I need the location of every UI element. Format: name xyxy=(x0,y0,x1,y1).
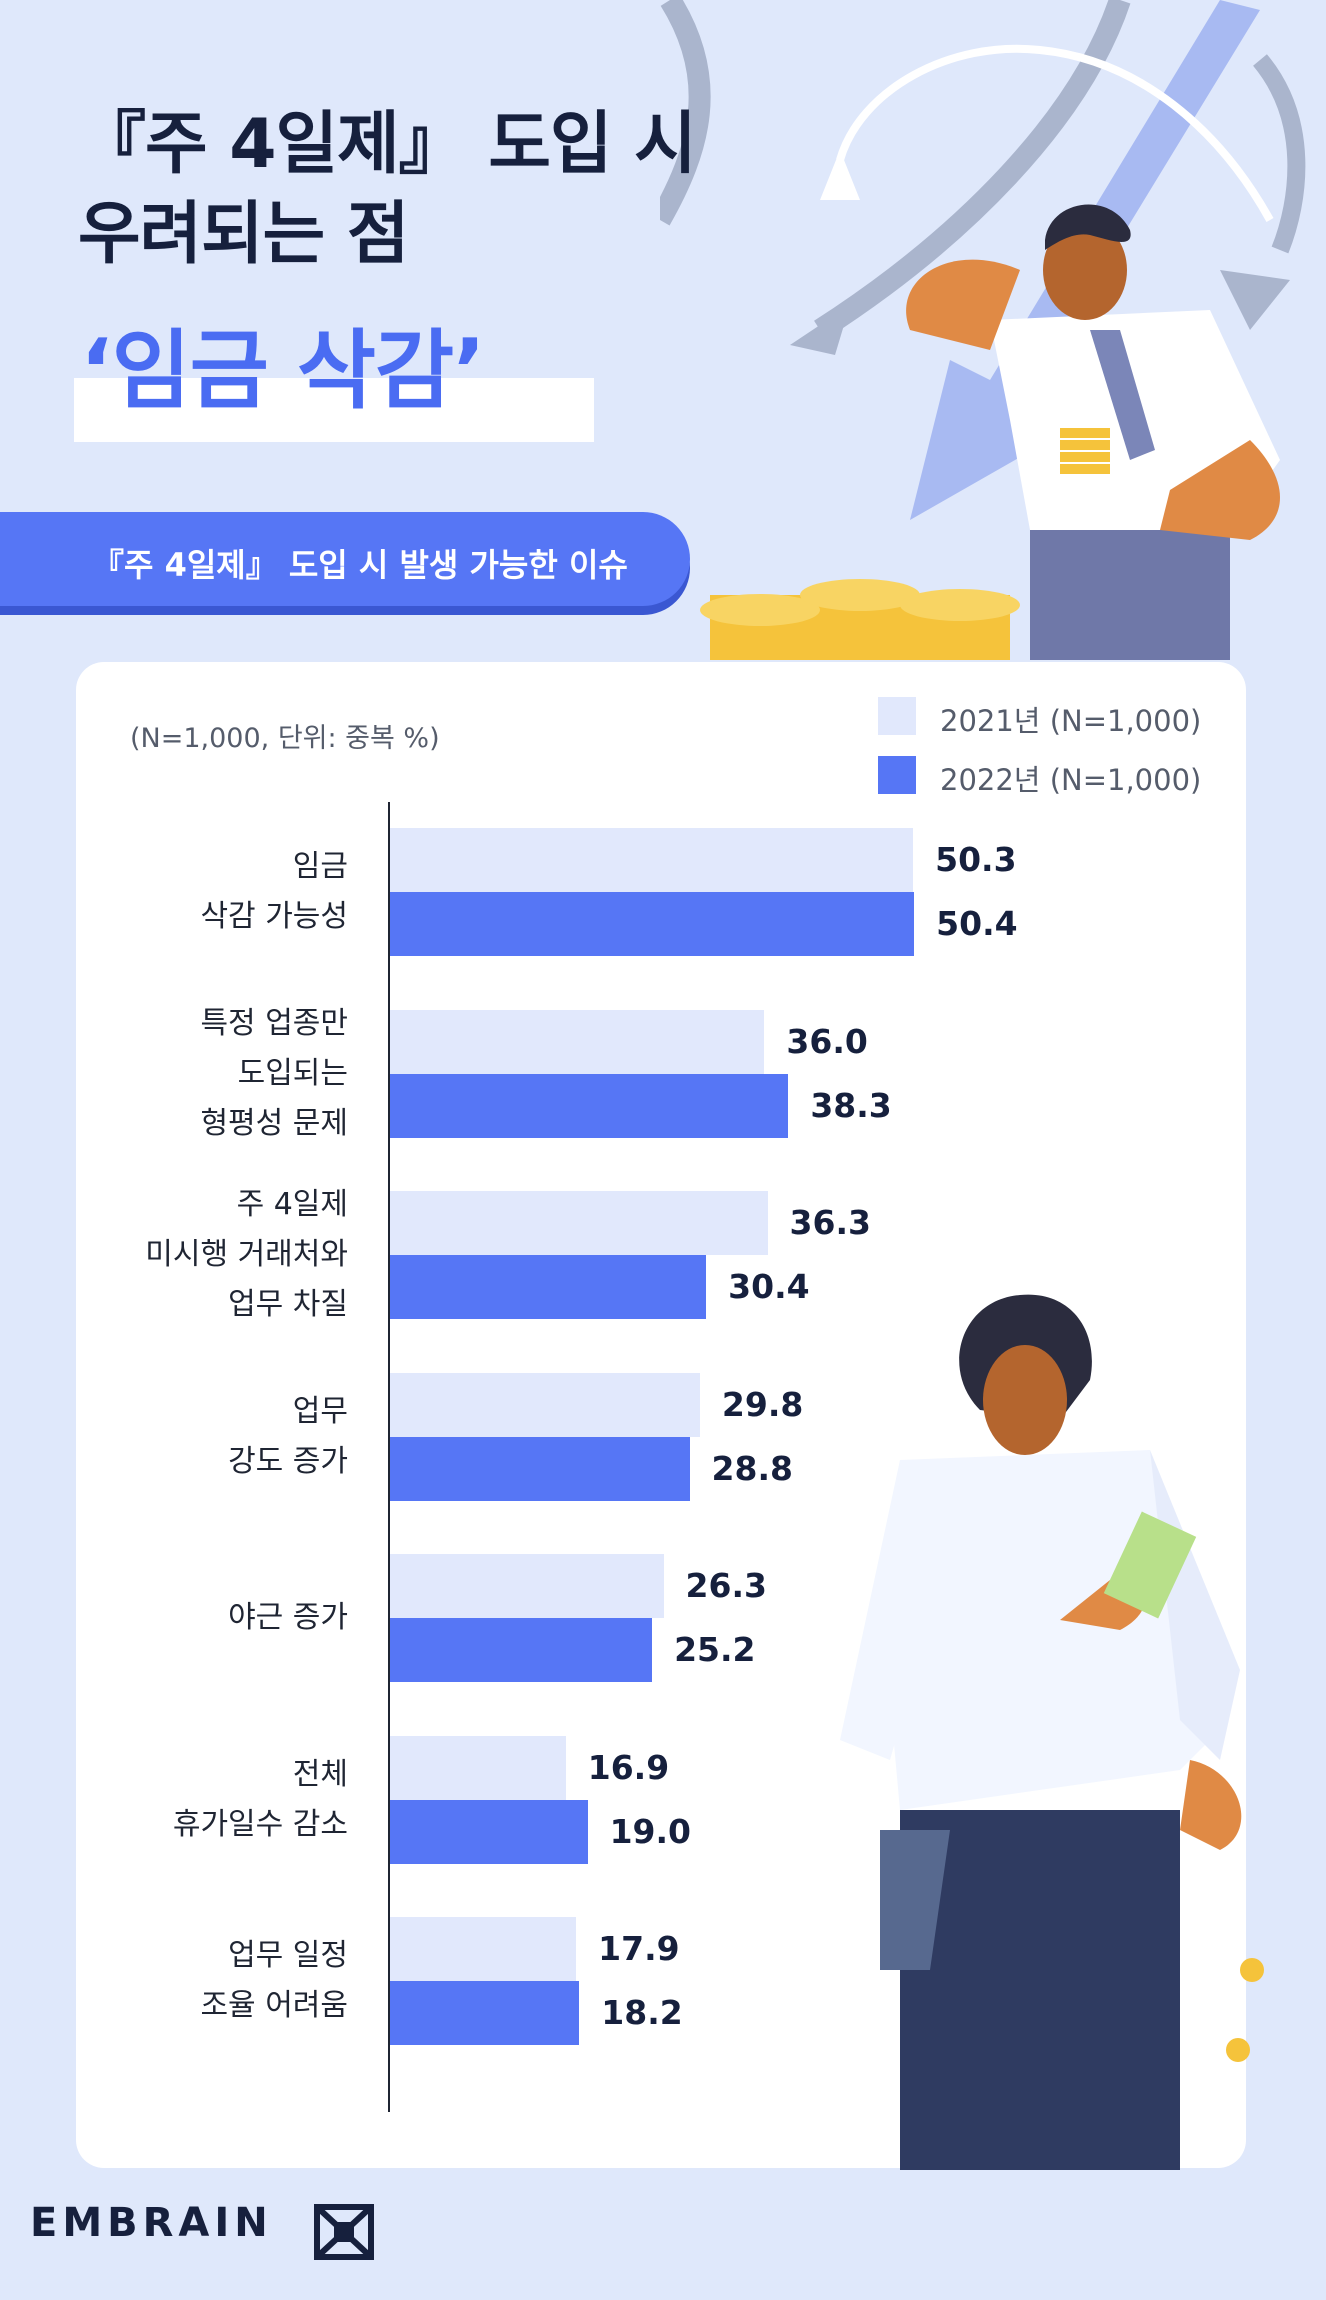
brand-logo-text: EMBRAIN xyxy=(30,2200,273,2246)
data-label-2021: 16.9 xyxy=(587,1747,670,1787)
bar-2021 xyxy=(390,1191,768,1255)
bar-2021 xyxy=(390,1554,664,1618)
bar-2022 xyxy=(390,1073,789,1138)
page-title-highlight: ‘임금 삭감’ xyxy=(80,321,486,421)
subtitle-banner: 『주 4일제』 도입 시 발생 가능한 이슈 xyxy=(0,512,690,606)
category-label: 업무 강도 증가 xyxy=(228,1393,348,1479)
data-label-2022: 50.4 xyxy=(936,904,1018,943)
page-title-line-2: 우려되는 점 xyxy=(78,195,409,274)
bar-2022 xyxy=(390,1981,580,2045)
data-label-2021: 29.8 xyxy=(721,1384,804,1424)
category-label: 업무 일정 조율 어려움 xyxy=(200,1938,348,2023)
data-label-2021: 50.3 xyxy=(935,840,1017,879)
man-with-empty-pocket-illustration xyxy=(840,1294,1264,2170)
data-label-2022: 19.0 xyxy=(609,1811,692,1851)
page-title-line-1: 『주 4일제』 도입 시 xyxy=(78,105,697,184)
data-label-2022: 25.2 xyxy=(674,1630,756,1669)
bar-2022 xyxy=(390,1618,653,1682)
data-label-2021: 36.3 xyxy=(789,1203,871,1242)
bar-2021 xyxy=(390,1372,700,1437)
brand-logo-icon xyxy=(314,2204,374,2260)
bar-2022 xyxy=(390,892,915,956)
data-label-2022: 28.8 xyxy=(711,1448,793,1488)
subtitle-text: 『주 4일제』 도입 시 발생 가능한 이슈 xyxy=(92,546,628,584)
legend-label-2021: 2021년 (N=1,000) xyxy=(940,704,1202,738)
bar-2021 xyxy=(390,1735,566,1800)
category-label: 임금 삭감 가능성 xyxy=(200,849,348,934)
category-label: 야근 증가 xyxy=(228,1600,348,1635)
data-label-2021: 17.9 xyxy=(598,1929,680,1968)
category-label: 주 4일제 미시행 거래처와 업무 차질 xyxy=(145,1187,348,1322)
bar-2022 xyxy=(390,1255,707,1319)
bar-2021 xyxy=(390,1917,577,1981)
data-label-2022: 30.4 xyxy=(728,1267,810,1306)
bar-2021 xyxy=(390,828,914,892)
chart-axis-line xyxy=(388,802,390,2112)
data-label-2022: 18.2 xyxy=(601,1993,683,2032)
data-label-2022: 38.3 xyxy=(810,1085,892,1125)
category-label: 전체 휴가일수 감소 xyxy=(172,1756,348,1842)
legend-label-2022: 2022년 (N=1,000) xyxy=(940,763,1202,797)
chart-note: (N=1,000, 단위: 중복 %) xyxy=(130,723,440,754)
title-highlight-underline xyxy=(74,378,594,442)
bar-2022 xyxy=(390,1799,588,1864)
bar-2022 xyxy=(390,1436,690,1501)
worried-man-with-coins-illustration xyxy=(700,204,1280,660)
category-label: 특정 업종만 도입되는 형평성 문제 xyxy=(200,1005,348,1141)
data-label-2021: 36.0 xyxy=(786,1021,868,1061)
legend-swatch-2021 xyxy=(878,697,916,735)
data-label-2021: 26.3 xyxy=(685,1566,767,1605)
bar-2021 xyxy=(390,1009,765,1074)
legend-swatch-2022 xyxy=(878,756,916,794)
